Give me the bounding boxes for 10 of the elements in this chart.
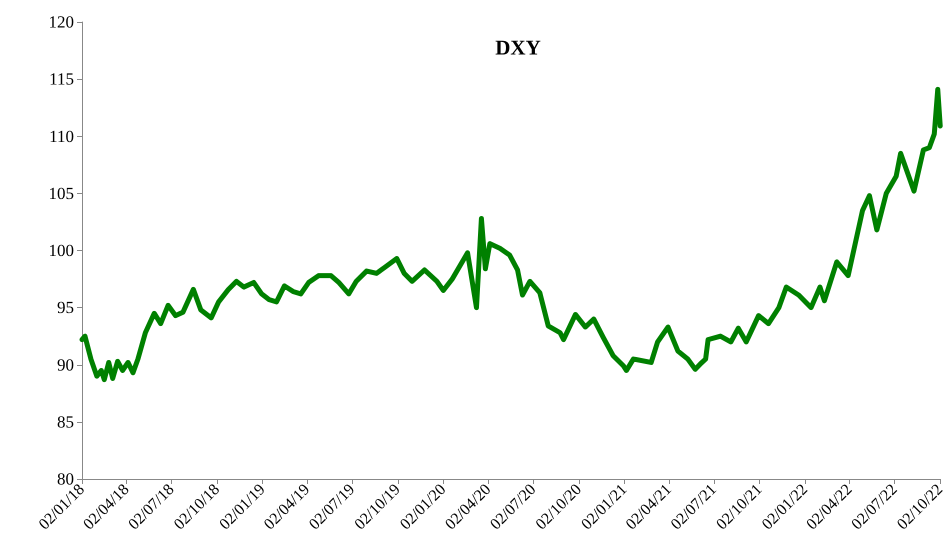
y-tick-label: 120 (48, 12, 74, 32)
y-tick-label: 95 (57, 298, 74, 318)
y-tick-label: 110 (49, 126, 74, 146)
y-tick-label: 85 (57, 412, 74, 432)
y-tick-label: 105 (48, 184, 74, 203)
text: DXY (495, 36, 541, 60)
y-tick-label: 80 (57, 470, 74, 488)
y-tick-label: 90 (57, 355, 74, 374)
y-tick-label: 115 (49, 70, 74, 89)
y-tick-label: 100 (48, 241, 74, 260)
